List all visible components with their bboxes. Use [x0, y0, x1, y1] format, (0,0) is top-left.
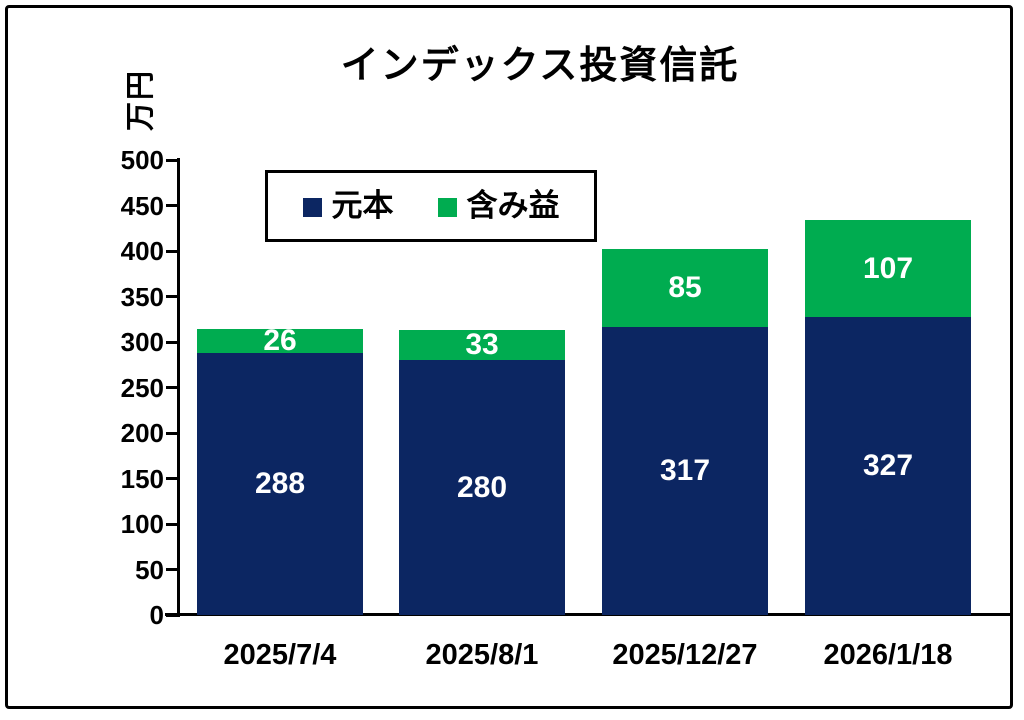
y-tick-label: 250 — [120, 372, 164, 403]
y-tick-label: 350 — [120, 281, 164, 312]
bar-segment-gain — [399, 330, 565, 361]
chart-frame — [5, 5, 1013, 709]
bar-value-label-principal: 280 — [456, 470, 508, 504]
bar-segment-principal — [399, 360, 565, 615]
bar-value-label-gain: 33 — [465, 328, 499, 362]
y-tick-mark — [166, 204, 178, 207]
y-tick-mark — [166, 386, 178, 389]
legend-label-principal: 元本 — [331, 188, 394, 223]
y-tick-label: 450 — [120, 190, 164, 221]
y-tick-mark — [166, 249, 178, 253]
chart-title: インデックス投資信託 — [340, 45, 740, 87]
y-tick-label: 100 — [120, 509, 164, 539]
bar-segment-gain — [602, 249, 768, 327]
y-tick-mark — [166, 613, 178, 617]
bar-segment-principal — [805, 317, 971, 615]
y-tick-mark — [166, 340, 178, 344]
y-tick-label: 0 — [149, 600, 164, 630]
x-category-label: 2026/1/18 — [823, 639, 953, 671]
bar-value-label-gain: 26 — [263, 324, 297, 358]
bar-value-label-principal: 317 — [659, 453, 711, 487]
y-tick-label: 150 — [120, 463, 164, 494]
x-category-label: 2025/7/4 — [223, 639, 337, 671]
y-tick-label: 50 — [135, 554, 164, 585]
bar-value-label-gain: 107 — [862, 251, 914, 285]
x-category-label: 2025/8/1 — [425, 639, 539, 671]
y-tick-mark — [166, 522, 178, 526]
y-tick-label: 300 — [120, 327, 164, 357]
bar-segment-principal — [197, 352, 363, 615]
y-tick-mark — [166, 158, 178, 162]
y-axis-line — [177, 158, 180, 617]
bar-value-label-principal: 288 — [254, 466, 306, 500]
y-tick-mark — [166, 568, 178, 571]
legend: 元本 含み益 — [265, 170, 597, 242]
bar-segment-gain — [805, 220, 971, 318]
y-tick-label: 400 — [120, 236, 164, 266]
y-tick-label: 500 — [120, 145, 164, 175]
x-axis-line — [165, 613, 1010, 616]
legend-label-gain: 含み益 — [466, 188, 560, 223]
legend-item-principal: 元本 — [302, 188, 394, 223]
bar-segment-principal — [602, 326, 768, 615]
y-tick-label: 200 — [120, 418, 164, 448]
legend-item-gain: 含み益 — [437, 188, 560, 223]
bar-value-label-gain: 85 — [668, 270, 702, 304]
legend-swatch-principal-icon — [302, 197, 322, 217]
y-tick-mark — [166, 431, 178, 435]
legend-swatch-gain-icon — [437, 197, 457, 217]
x-category-label: 2025/12/27 — [612, 639, 758, 671]
y-tick-mark — [166, 477, 178, 480]
bar-segment-gain — [197, 329, 363, 353]
bar-value-label-principal: 327 — [862, 449, 914, 483]
y-tick-mark — [166, 295, 178, 298]
